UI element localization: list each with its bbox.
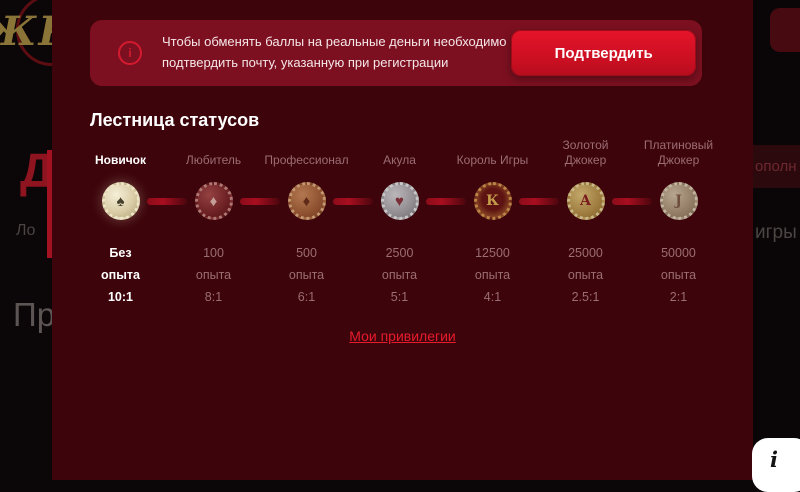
- exchange-ratio: 10:1: [107, 290, 134, 304]
- chip-symbol: ♥: [395, 192, 404, 210]
- info-icon: i: [118, 41, 142, 65]
- status-name: Любитель: [185, 153, 242, 167]
- exchange-ratio: 2:1: [669, 290, 688, 304]
- experience-unit: опыта: [288, 268, 325, 282]
- status-name: Золотой Джокер: [562, 138, 609, 167]
- chip-symbol: J: [675, 193, 682, 209]
- privileges-link-row: Мои привилегии: [52, 328, 753, 346]
- experience-unit: опыта: [195, 268, 232, 282]
- experience-unit: опыта: [101, 268, 140, 282]
- background-red-fragment: [47, 150, 53, 258]
- status-chip-icon: ♠: [101, 182, 140, 220]
- experience-value: 500: [296, 246, 317, 260]
- chip-symbol: ♠: [116, 192, 125, 210]
- ladder-connector: [519, 198, 559, 205]
- background-right-strip: ополн игры: [753, 0, 800, 480]
- chip-area: ♦: [240, 170, 353, 232]
- status-chip-icon: ♦: [194, 182, 233, 220]
- banner-message: Чтобы обменять баллы на реальные деньги …: [162, 34, 507, 70]
- chip-symbol: ♦: [302, 192, 311, 210]
- chip-symbol: ♦: [209, 192, 218, 210]
- status-requirements: 12500 опыта 4:1: [446, 242, 539, 308]
- exchange-ratio: 6:1: [297, 290, 316, 304]
- exchange-ratio: 4:1: [483, 290, 502, 304]
- background-deposit-fragment: ополн: [753, 145, 800, 188]
- status-column: Золотой Джокер А 25000 опыта 2.5:1: [519, 138, 632, 308]
- status-name: Платиновый Джокер: [643, 138, 714, 167]
- status-name: Профессионал: [264, 153, 349, 167]
- chip-area: ♠: [74, 170, 167, 232]
- experience-unit: опыта: [660, 268, 697, 282]
- background-games-fragment: игры: [755, 222, 797, 243]
- chip-symbol: А: [579, 193, 592, 209]
- chip-area: ♥: [333, 170, 446, 232]
- experience-unit: опыта: [474, 268, 511, 282]
- status-requirements: 50000 опыта 2:1: [632, 242, 725, 308]
- chip-area: J: [612, 170, 725, 232]
- experience-value: 100: [203, 246, 224, 260]
- background-text-fragment: Ло: [16, 222, 36, 239]
- my-privileges-link[interactable]: Мои привилегии: [349, 328, 456, 344]
- ladder-connector: [333, 198, 373, 205]
- experience-value: 25000: [568, 246, 603, 260]
- status-requirements: 25000 опыта 2.5:1: [539, 242, 632, 308]
- status-chip-icon: J: [659, 182, 698, 220]
- background-page: ЖК Д Ло Пр ополн игры: [0, 0, 800, 480]
- ladder-connector: [612, 198, 652, 205]
- info-fab-button[interactable]: i: [752, 438, 800, 492]
- exchange-ratio: 2.5:1: [571, 290, 600, 304]
- status-name: Акула: [383, 153, 416, 167]
- chip-area: К: [426, 170, 539, 232]
- status-column: Король Игры К 12500 опыта 4:1: [426, 138, 539, 308]
- status-chip-icon: А: [566, 182, 605, 220]
- experience-value: Без: [109, 246, 132, 260]
- modal-title: Лестница статусов: [90, 110, 260, 130]
- experience-unit: опыта: [567, 268, 604, 282]
- status-name: Новичок: [94, 153, 147, 167]
- status-column: Акула ♥ 2500 опыта 5:1: [333, 138, 446, 308]
- status-requirements: 100 опыта 8:1: [167, 242, 260, 308]
- confirm-email-button[interactable]: Подтвердить: [511, 30, 696, 76]
- exchange-ratio: 8:1: [204, 290, 223, 304]
- ladder-connector: [147, 198, 187, 205]
- status-column: Платиновый Джокер J 50000 опыта 2:1: [612, 138, 725, 308]
- experience-value: 50000: [661, 246, 696, 260]
- experience-unit: опыта: [381, 268, 418, 282]
- status-requirements: 500 опыта 6:1: [260, 242, 353, 308]
- chip-area: А: [519, 170, 632, 232]
- ladder-connector: [240, 198, 280, 205]
- ladder-connector: [426, 198, 466, 205]
- status-chip-icon: К: [473, 182, 512, 220]
- status-name: Король Игры: [456, 153, 529, 167]
- status-requirements: Без опыта 10:1: [74, 242, 167, 308]
- status-column: Любитель ♦ 100 опыта 8:1: [147, 138, 260, 308]
- chip-area: ♦: [147, 170, 260, 232]
- status-column: Профессионал ♦ 500 опыта 6:1: [240, 138, 353, 308]
- experience-value: 12500: [475, 246, 510, 260]
- background-button-fragment: [770, 8, 800, 52]
- status-column: Новичок ♠ Без опыта 10:1: [74, 138, 167, 308]
- status-ladder-modal: i Чтобы обменять баллы на реальные деньг…: [52, 0, 753, 480]
- status-chip-icon: ♥: [380, 182, 419, 220]
- status-chip-icon: ♦: [287, 182, 326, 220]
- chip-symbol: К: [486, 193, 499, 209]
- status-requirements: 2500 опыта 5:1: [353, 242, 446, 308]
- exchange-ratio: 5:1: [390, 290, 409, 304]
- email-confirmation-banner: i Чтобы обменять баллы на реальные деньг…: [90, 20, 702, 86]
- status-ladder: Новичок ♠ Без опыта 10:1 Любитель ♦: [74, 138, 725, 308]
- experience-value: 2500: [385, 246, 414, 260]
- background-text-fragment: Пр: [13, 296, 56, 333]
